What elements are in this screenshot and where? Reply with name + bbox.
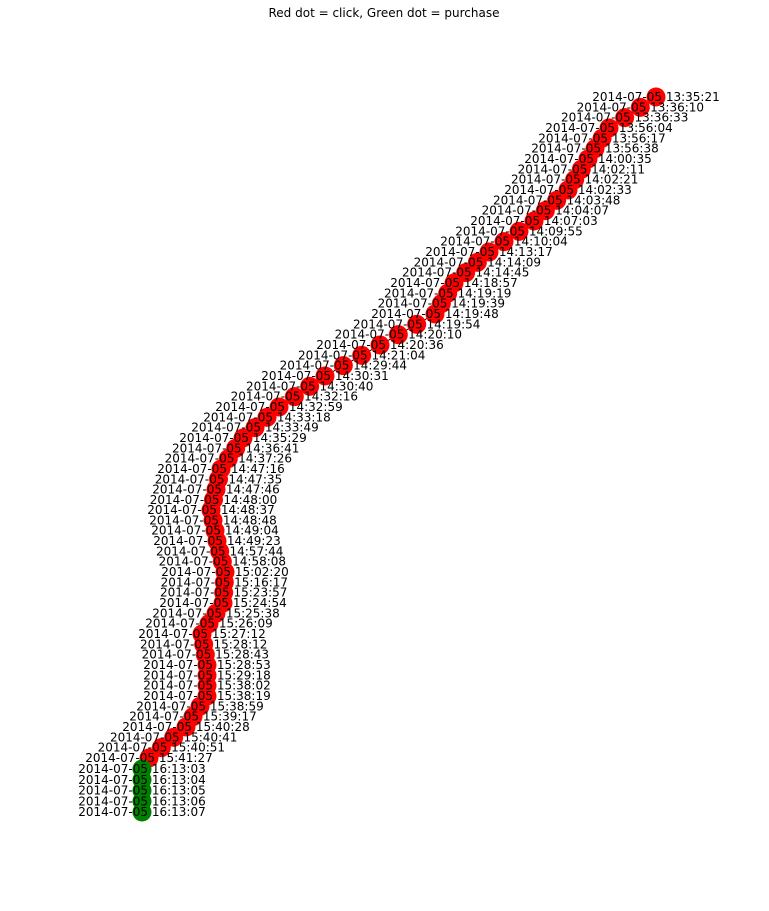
node-label: 2014-07-05 14:21:04 — [298, 348, 425, 362]
node-label: 2014-07-05 14:37:26 — [165, 452, 292, 466]
node-label: 2014-07-05 14:19:19 — [384, 286, 511, 300]
node-label: 2014-07-05 14:02:11 — [518, 162, 645, 176]
node-label: 2014-07-05 14:35:29 — [179, 431, 306, 445]
click-node — [352, 345, 372, 365]
click-node — [315, 366, 335, 386]
node-label: 2014-07-05 14:33:49 — [191, 421, 318, 435]
node-label: 2014-07-05 13:56:04 — [545, 121, 672, 135]
node-label: 2014-07-05 15:38:19 — [143, 689, 270, 703]
node-label: 2014-07-05 13:56:17 — [538, 131, 665, 145]
node-label: 2014-07-05 14:09:55 — [455, 224, 582, 238]
node-label: 2014-07-05 14:07:03 — [470, 214, 597, 228]
node-label: 2014-07-05 15:28:53 — [143, 658, 270, 672]
node-label: 2014-07-05 15:16:17 — [161, 575, 288, 589]
node-label: 2014-07-05 14:18:57 — [390, 276, 517, 290]
node-label: 2014-07-05 15:38:02 — [143, 679, 270, 693]
click-node — [524, 211, 544, 231]
node-label: 2014-07-05 15:25:38 — [152, 606, 279, 620]
node-label: 2014-07-05 14:48:00 — [150, 493, 277, 507]
node-label: 2014-07-05 14:14:09 — [414, 255, 541, 269]
click-node — [509, 221, 529, 241]
graph-title: Red dot = click, Green dot = purchase — [269, 6, 500, 20]
click-node — [333, 356, 353, 376]
node-label: 2014-07-05 16:13:07 — [78, 805, 205, 819]
node-label: 2014-07-05 14:30:31 — [261, 369, 388, 383]
node-label: 2014-07-05 13:36:10 — [577, 100, 704, 114]
node-label: 2014-07-05 14:02:33 — [504, 183, 631, 197]
click-node — [494, 232, 514, 252]
node-label: 2014-07-05 15:41:27 — [85, 751, 212, 765]
node-label: 2014-07-05 14:49:04 — [151, 524, 278, 538]
node-label: 2014-07-05 15:24:54 — [159, 596, 286, 610]
click-node — [284, 387, 304, 407]
click-node — [615, 108, 635, 128]
node-label: 2014-07-05 14:33:18 — [203, 410, 330, 424]
node-label: 2014-07-05 14:20:36 — [316, 338, 443, 352]
click-node — [388, 325, 408, 345]
node-layer — [132, 87, 666, 822]
node-label: 2014-07-05 14:03:48 — [493, 193, 620, 207]
node-label: 2014-07-05 14:47:35 — [155, 472, 282, 486]
node-label: 2014-07-05 14:20:10 — [335, 328, 462, 342]
node-label: 2014-07-05 15:38:59 — [136, 699, 263, 713]
node-label: 2014-07-05 14:48:37 — [147, 503, 274, 517]
click-node — [370, 335, 390, 355]
node-label: 2014-07-05 13:56:38 — [531, 142, 658, 156]
click-node — [407, 314, 427, 334]
node-label: 2014-07-05 13:35:21 — [592, 90, 719, 104]
node-label: 2014-07-05 15:40:41 — [110, 730, 237, 744]
node-label: 2014-07-05 14:19:54 — [353, 317, 480, 331]
node-label: 2014-07-05 15:28:43 — [142, 648, 269, 662]
node-label: 2014-07-05 14:13:17 — [425, 245, 552, 259]
node-label: 2014-07-05 14:04:07 — [482, 204, 609, 218]
click-node — [646, 87, 666, 107]
node-label: 2014-07-05 13:36:33 — [561, 111, 688, 125]
node-label: 2014-07-05 16:13:06 — [78, 794, 205, 808]
node-label: 2014-07-05 15:40:28 — [122, 720, 249, 734]
node-label: 2014-07-05 14:10:04 — [440, 235, 567, 249]
click-node — [630, 97, 650, 117]
node-label: 2014-07-05 14:02:21 — [511, 173, 638, 187]
node-label: 2014-07-05 14:32:16 — [231, 390, 358, 404]
node-label: 2014-07-05 14:30:40 — [246, 379, 373, 393]
node-label: 2014-07-05 14:00:35 — [524, 152, 651, 166]
node-label: 2014-07-05 14:32:59 — [215, 400, 342, 414]
node-label: 2014-07-05 14:57:44 — [156, 544, 283, 558]
node-label: 2014-07-05 15:26:09 — [145, 617, 272, 631]
click-node — [300, 376, 320, 396]
node-label: 2014-07-05 15:40:51 — [98, 741, 225, 755]
node-label: 2014-07-05 14:48:48 — [149, 513, 276, 527]
node-label: 2014-07-05 14:19:39 — [378, 297, 505, 311]
click-node — [425, 304, 445, 324]
node-label: 2014-07-05 16:13:05 — [78, 784, 205, 798]
node-label: 2014-07-05 16:13:03 — [78, 762, 205, 776]
node-label: 2014-07-05 14:47:46 — [152, 483, 279, 497]
node-label: 2014-07-05 16:13:04 — [78, 773, 205, 787]
node-label: 2014-07-05 14:14:45 — [402, 266, 529, 280]
node-label: 2014-07-05 15:27:12 — [138, 627, 265, 641]
node-label: 2014-07-05 14:36:41 — [172, 441, 299, 455]
node-label: 2014-07-05 15:39:17 — [129, 710, 256, 724]
node-label: 2014-07-05 14:19:48 — [371, 307, 498, 321]
node-label: 2014-07-05 15:02:20 — [161, 565, 288, 579]
node-label: 2014-07-05 15:23:57 — [160, 586, 287, 600]
node-label: 2014-07-05 15:28:12 — [140, 637, 267, 651]
node-label: 2014-07-05 15:29:18 — [143, 668, 270, 682]
node-label: 2014-07-05 14:47:16 — [157, 462, 284, 476]
node-label: 2014-07-05 14:58:08 — [159, 555, 286, 569]
node-label: 2014-07-05 14:49:23 — [153, 534, 280, 548]
node-label: 2014-07-05 14:29:44 — [280, 359, 407, 373]
purchase-node — [132, 802, 152, 822]
